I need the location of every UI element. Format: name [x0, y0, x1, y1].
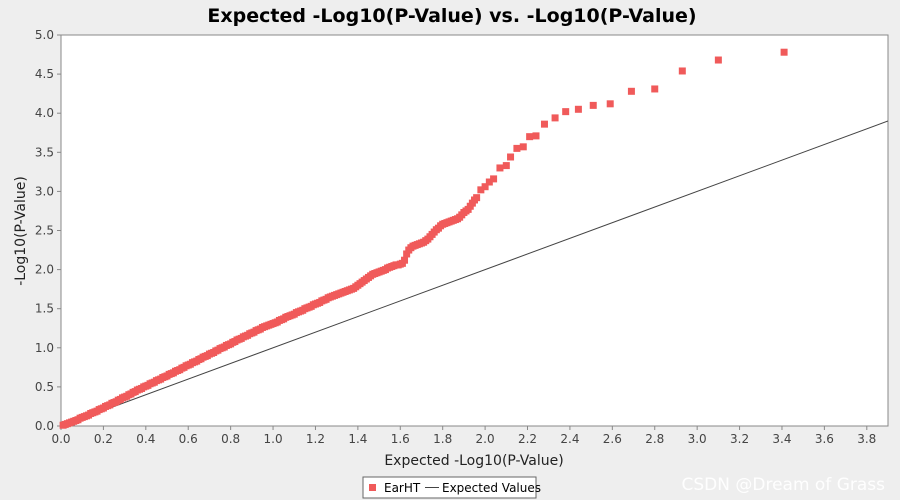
series-points	[59, 48, 788, 429]
x-tick-label: 0.0	[51, 432, 70, 446]
x-tick-label: 2.6	[603, 432, 622, 446]
y-tick-label: 0.5	[35, 380, 54, 394]
earht-point	[473, 194, 481, 202]
legend-marker-earht	[369, 484, 376, 491]
watermark: CSDN @Dream of Grass	[681, 475, 885, 495]
y-tick-label: 0.0	[35, 419, 54, 433]
x-tick-label: 3.8	[857, 432, 876, 446]
earht-point	[519, 143, 527, 151]
earht-point	[562, 108, 570, 116]
earht-point	[490, 175, 498, 183]
earht-point	[507, 153, 515, 161]
x-tick-label: 1.6	[391, 432, 410, 446]
earht-point	[403, 250, 411, 258]
legend: EarHT Expected Values	[362, 476, 541, 499]
y-tick-label: 2.5	[35, 224, 54, 238]
y-tick-label: 1.5	[35, 302, 54, 316]
series-lines	[61, 120, 888, 426]
y-axis-label: -Log10(P-Value)	[13, 176, 29, 286]
x-tick-label: 2.2	[518, 432, 537, 446]
legend-box	[362, 476, 537, 499]
x-axis-label: Expected -Log10(P-Value)	[384, 453, 563, 469]
earht-point	[526, 133, 534, 141]
x-tick-label: 0.8	[221, 432, 240, 446]
y-tick-label: 4.0	[35, 106, 54, 120]
x-tick-label: 0.6	[179, 432, 198, 446]
y-tick-label: 3.5	[35, 145, 54, 159]
earht-point	[532, 132, 540, 140]
x-tick-label: 1.2	[306, 432, 325, 446]
earht-point	[627, 87, 635, 95]
x-tick-label: 3.0	[688, 432, 707, 446]
chart-title: Expected -Log10(P-Value) vs. -Log10(P-Va…	[207, 5, 696, 27]
y-tick-label: 4.5	[35, 67, 54, 81]
x-tick-label: 0.2	[94, 432, 113, 446]
earht-point	[606, 100, 614, 108]
earht-point	[589, 101, 597, 109]
x-axis: 0.0 0.2 0.4 0.6 0.8 1.0 1.2 1.4 1.6 1.8 2.0 2.2 2.4 2…	[51, 426, 876, 446]
legend-label-earht: EarHT	[384, 481, 421, 495]
x-tick-label: 3.2	[730, 432, 749, 446]
earht-point	[540, 120, 548, 128]
earht-point	[780, 48, 788, 56]
legend-label-expected: Expected Values	[442, 481, 541, 495]
y-axis: 0.0 0.5 1.0 1.5 2.0 2.5 3.0 3.5 4.0 4.5 5.0	[35, 28, 61, 433]
earht-point	[513, 144, 521, 152]
y-tick-label: 1.0	[35, 341, 54, 355]
x-tick-label: 3.6	[815, 432, 834, 446]
earht-point	[477, 186, 485, 194]
earht-point	[651, 85, 659, 93]
x-tick-label: 2.0	[476, 432, 495, 446]
earht-point	[401, 256, 409, 264]
earht-point	[714, 56, 722, 64]
y-tick-label: 3.0	[35, 184, 54, 198]
expected-values-line	[61, 120, 888, 426]
y-tick-label: 2.0	[35, 263, 54, 277]
x-tick-label: 0.4	[136, 432, 155, 446]
earht-point	[551, 114, 559, 122]
x-tick-label: 1.8	[433, 432, 452, 446]
x-tick-label: 2.4	[560, 432, 579, 446]
earht-point	[485, 178, 493, 186]
earht-point	[574, 105, 582, 113]
x-tick-label: 3.4	[772, 432, 791, 446]
earht-point	[678, 67, 686, 75]
y-tick-label: 5.0	[35, 28, 54, 42]
earht-point	[496, 164, 504, 172]
x-tick-label: 1.4	[348, 432, 367, 446]
x-tick-label: 2.8	[645, 432, 664, 446]
earht-point	[481, 183, 489, 191]
earht-point	[502, 162, 510, 170]
x-tick-label: 1.0	[264, 432, 283, 446]
